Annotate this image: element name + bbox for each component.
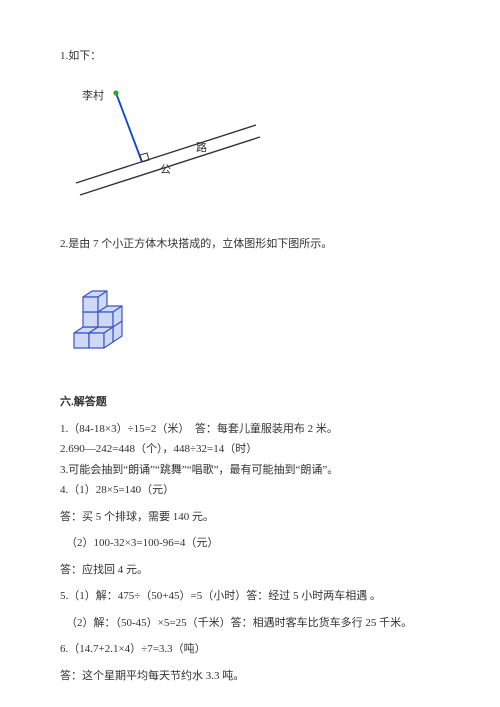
road-svg: 李村路公	[60, 83, 270, 203]
answer-5-part2: （2）解：（50-45）×5=25（千米）答：相遇时客车比货车多行 25 千米。	[60, 615, 440, 632]
answer-2: 2.690—242=448（个），448÷32=14（时）	[60, 441, 440, 458]
section-6-title: 六.解答题	[60, 394, 440, 411]
answer-3: 3.可能会抽到“朗诵”“跳舞”“唱歌”，最有可能抽到“朗诵”。	[60, 462, 440, 479]
question-1-label: 1.如下：	[60, 48, 440, 65]
svg-text:路: 路	[196, 141, 207, 154]
answer-5-part1: 5.（1）解：475÷（50+45）=5（小时）答：经过 5 小时两车相遇 。	[60, 588, 440, 605]
answer-6-part1: 6.（14.7+2.1×4）÷7=3.3（吨）	[60, 641, 440, 658]
cube-diagram	[60, 271, 440, 367]
road-diagram: 李村路公	[60, 83, 440, 209]
answer-1: 1.（84-18×3）÷15=2（米） 答：每套儿童服装用布 2 米。	[60, 421, 440, 438]
answer-4-reply2: 答：应找回 4 元。	[60, 562, 440, 579]
answer-4-part2: （2）100-32×3=100-96=4（元）	[60, 535, 440, 552]
cube-svg	[60, 271, 150, 361]
svg-text:李村: 李村	[82, 88, 104, 102]
answer-4-part1: 4.（1）28×5=140（元）	[60, 482, 440, 499]
svg-text:公: 公	[160, 164, 171, 176]
answer-4-reply1: 答：买 5 个排球，需要 140 元。	[60, 509, 440, 526]
question-2-text: 2.是由 7 个小正方体木块搭成的，立体图形如下图所示。	[60, 236, 440, 253]
answer-6-reply: 答：这个星期平均每天节约水 3.3 吨。	[60, 668, 440, 685]
